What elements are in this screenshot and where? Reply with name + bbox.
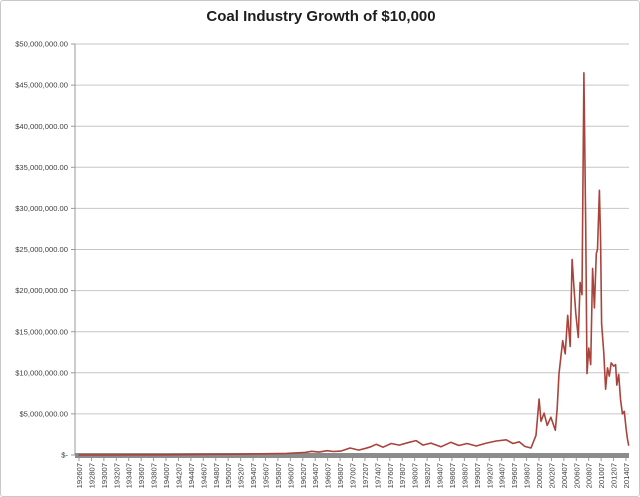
x-tick-label: 194207 [174, 463, 183, 488]
x-tick-label: 201407 [622, 463, 631, 488]
x-tick-label: 194407 [187, 463, 196, 488]
x-tick-label: 193407 [125, 463, 134, 488]
x-tick-label: 195407 [249, 463, 258, 488]
x-tick-label: 195607 [261, 463, 270, 488]
x-tick-label: 194607 [199, 463, 208, 488]
y-tick-label: $25,000,000.00 [15, 245, 68, 254]
x-tick-label: 196407 [311, 463, 320, 488]
y-tick-label: $40,000,000.00 [15, 122, 68, 131]
x-tick-label: 196807 [336, 463, 345, 488]
x-tick-label: 199007 [473, 463, 482, 488]
x-tick-label: 198207 [423, 463, 432, 488]
y-tick-label: $15,000,000.00 [15, 327, 68, 336]
chart-title: Coal Industry Growth of $10,000 [206, 8, 436, 25]
data-series-line [78, 72, 630, 456]
x-tick-label: 198407 [436, 463, 445, 488]
x-tick-label: 201007 [597, 463, 606, 488]
x-tick-label: 197007 [349, 463, 358, 488]
x-tick-label: 197407 [373, 463, 382, 488]
x-tick-label: 199407 [498, 463, 507, 488]
x-tick-label: 200607 [572, 463, 581, 488]
x-tick-label: 195207 [237, 463, 246, 488]
x-tick-label: 192807 [87, 463, 96, 488]
x-tick-label: 199207 [485, 463, 494, 488]
y-tick-label: $35,000,000.00 [15, 163, 68, 172]
x-tick-label: 194007 [162, 463, 171, 488]
y-tick-label: $30,000,000.00 [15, 204, 68, 213]
x-tick-label: 196607 [324, 463, 333, 488]
x-tick-label: 195807 [274, 463, 283, 488]
x-tick-label: 197207 [361, 463, 370, 488]
x-tick-label: 193007 [100, 463, 109, 488]
x-tick-label: 197807 [398, 463, 407, 488]
y-tick-label: $20,000,000.00 [15, 286, 68, 295]
x-tick-label: 193607 [137, 463, 146, 488]
x-tick-label: 193207 [112, 463, 121, 488]
y-tick-label: $45,000,000.00 [15, 81, 68, 90]
x-tick-label: 195007 [224, 463, 233, 488]
x-tick-label: 196007 [286, 463, 295, 488]
x-axis-bar [75, 453, 629, 458]
x-tick-label: 200407 [560, 463, 569, 488]
x-tick-label: 198807 [460, 463, 469, 488]
x-tick-label: 201207 [610, 463, 619, 488]
y-tick-label: $5,000,000.00 [19, 410, 68, 419]
x-tick-label: 199607 [510, 463, 519, 488]
y-tick-label: $- [61, 451, 68, 460]
x-tick-label: 199807 [523, 463, 532, 488]
x-tick-label: 200007 [535, 463, 544, 488]
x-tick-label: 194807 [212, 463, 221, 488]
x-tick-label: 197607 [386, 463, 395, 488]
y-tick-label: $10,000,000.00 [15, 368, 68, 377]
x-tick-label: 200207 [547, 463, 556, 488]
x-tick-label: 200807 [585, 463, 594, 488]
y-tick-label: $50,000,000.00 [15, 40, 68, 49]
x-tick-label: 196207 [299, 463, 308, 488]
x-tick-label: 193807 [150, 463, 159, 488]
x-tick-label: 192607 [75, 463, 84, 488]
x-tick-label: 198607 [448, 463, 457, 488]
x-tick-label: 198007 [411, 463, 420, 488]
